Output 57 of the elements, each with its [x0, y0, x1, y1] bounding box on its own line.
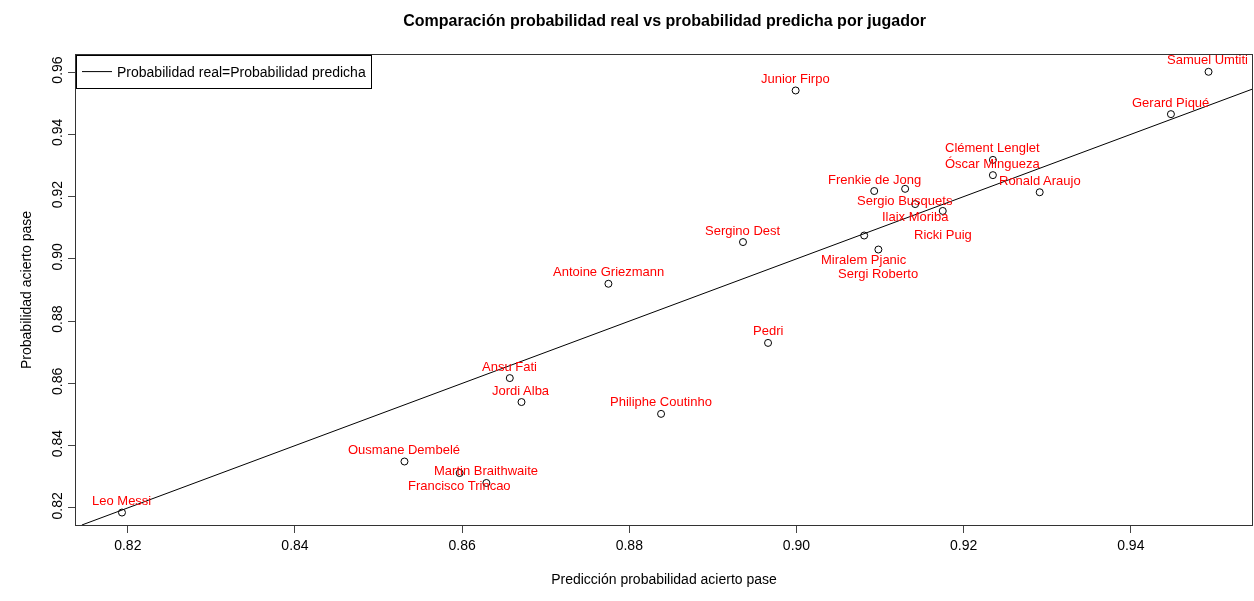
annotation: Leo Messi: [92, 493, 152, 508]
y-tick-label: 0.90: [49, 242, 66, 271]
annotation: Ronald Araujo: [999, 173, 1081, 188]
point: [604, 279, 613, 288]
point: [1035, 188, 1044, 197]
y-tick-label: 0.86: [49, 367, 66, 395]
x-tick-label: 0.90: [782, 536, 811, 553]
point: [1204, 67, 1213, 76]
annotation: Martin Braithwaite: [434, 463, 539, 478]
point: [870, 187, 879, 196]
annotation: Ansu Fati: [482, 359, 538, 374]
annotation: Ousmane Dembelé: [348, 442, 460, 457]
x-axis-title: Predicción probabilidad acierto pase: [551, 571, 778, 588]
annotation: Philiphe Coutinho: [610, 394, 712, 409]
point: [400, 457, 409, 466]
annotation: Jordi Alba: [492, 383, 550, 398]
y-axis-title: Probabilidad acierto pase: [18, 210, 34, 369]
annotation: Pedri: [753, 323, 784, 338]
y-tick-label: 0.84: [49, 429, 66, 458]
annotation: Sergino Dest: [705, 223, 781, 238]
y-tick-label: 0.82: [49, 491, 66, 520]
x-tick-label: 0.86: [448, 536, 476, 553]
point: [657, 409, 666, 418]
annotation: Gerard Piqué: [1132, 95, 1210, 110]
point: [1166, 110, 1175, 119]
annotation: Clément Lenglet: [945, 140, 1041, 155]
y-tick-label: 0.92: [49, 180, 66, 209]
annotation: Samuel Umtiti: [1167, 52, 1249, 67]
point: [505, 374, 514, 383]
y-tick-label: 0.96: [49, 56, 66, 84]
x-tick-label: 0.82: [114, 536, 142, 553]
annotation: Sergi Roberto: [838, 266, 919, 281]
annotation: Óscar Mingueza: [945, 156, 1041, 171]
annotation: Sergio Busquets: [857, 193, 953, 208]
legend-label: Probabilidad real=Probabilidad predicha: [117, 64, 366, 81]
chart-title: Comparación probabilidad real vs probabilidad predicha por jugador: [403, 12, 926, 30]
y-tick-label: 0.94: [49, 118, 66, 146]
x-tick-label: 0.88: [615, 536, 644, 553]
point: [517, 398, 526, 407]
annotation: Ricki Puig: [914, 227, 972, 242]
annotation: Frenkie de Jong: [828, 172, 922, 187]
point: [791, 86, 800, 95]
annotation: Francisco Trincao: [408, 478, 511, 493]
point: [738, 238, 747, 247]
x-tick-label: 0.84: [281, 536, 309, 553]
annotation: Antoine Griezmann: [553, 264, 665, 279]
point: [860, 231, 869, 240]
x-tick-label: 0.92: [950, 536, 978, 553]
point: [874, 245, 883, 254]
x-tick-label: 0.94: [1117, 536, 1145, 553]
y-tick-label: 0.88: [49, 305, 66, 333]
point: [764, 338, 773, 347]
annotation: Miralem Pjanic: [821, 252, 907, 267]
point: [117, 508, 126, 517]
annotation: Ilaix Moriba: [882, 209, 950, 224]
annotation: Junior Firpo: [761, 71, 830, 86]
point: [988, 171, 997, 180]
